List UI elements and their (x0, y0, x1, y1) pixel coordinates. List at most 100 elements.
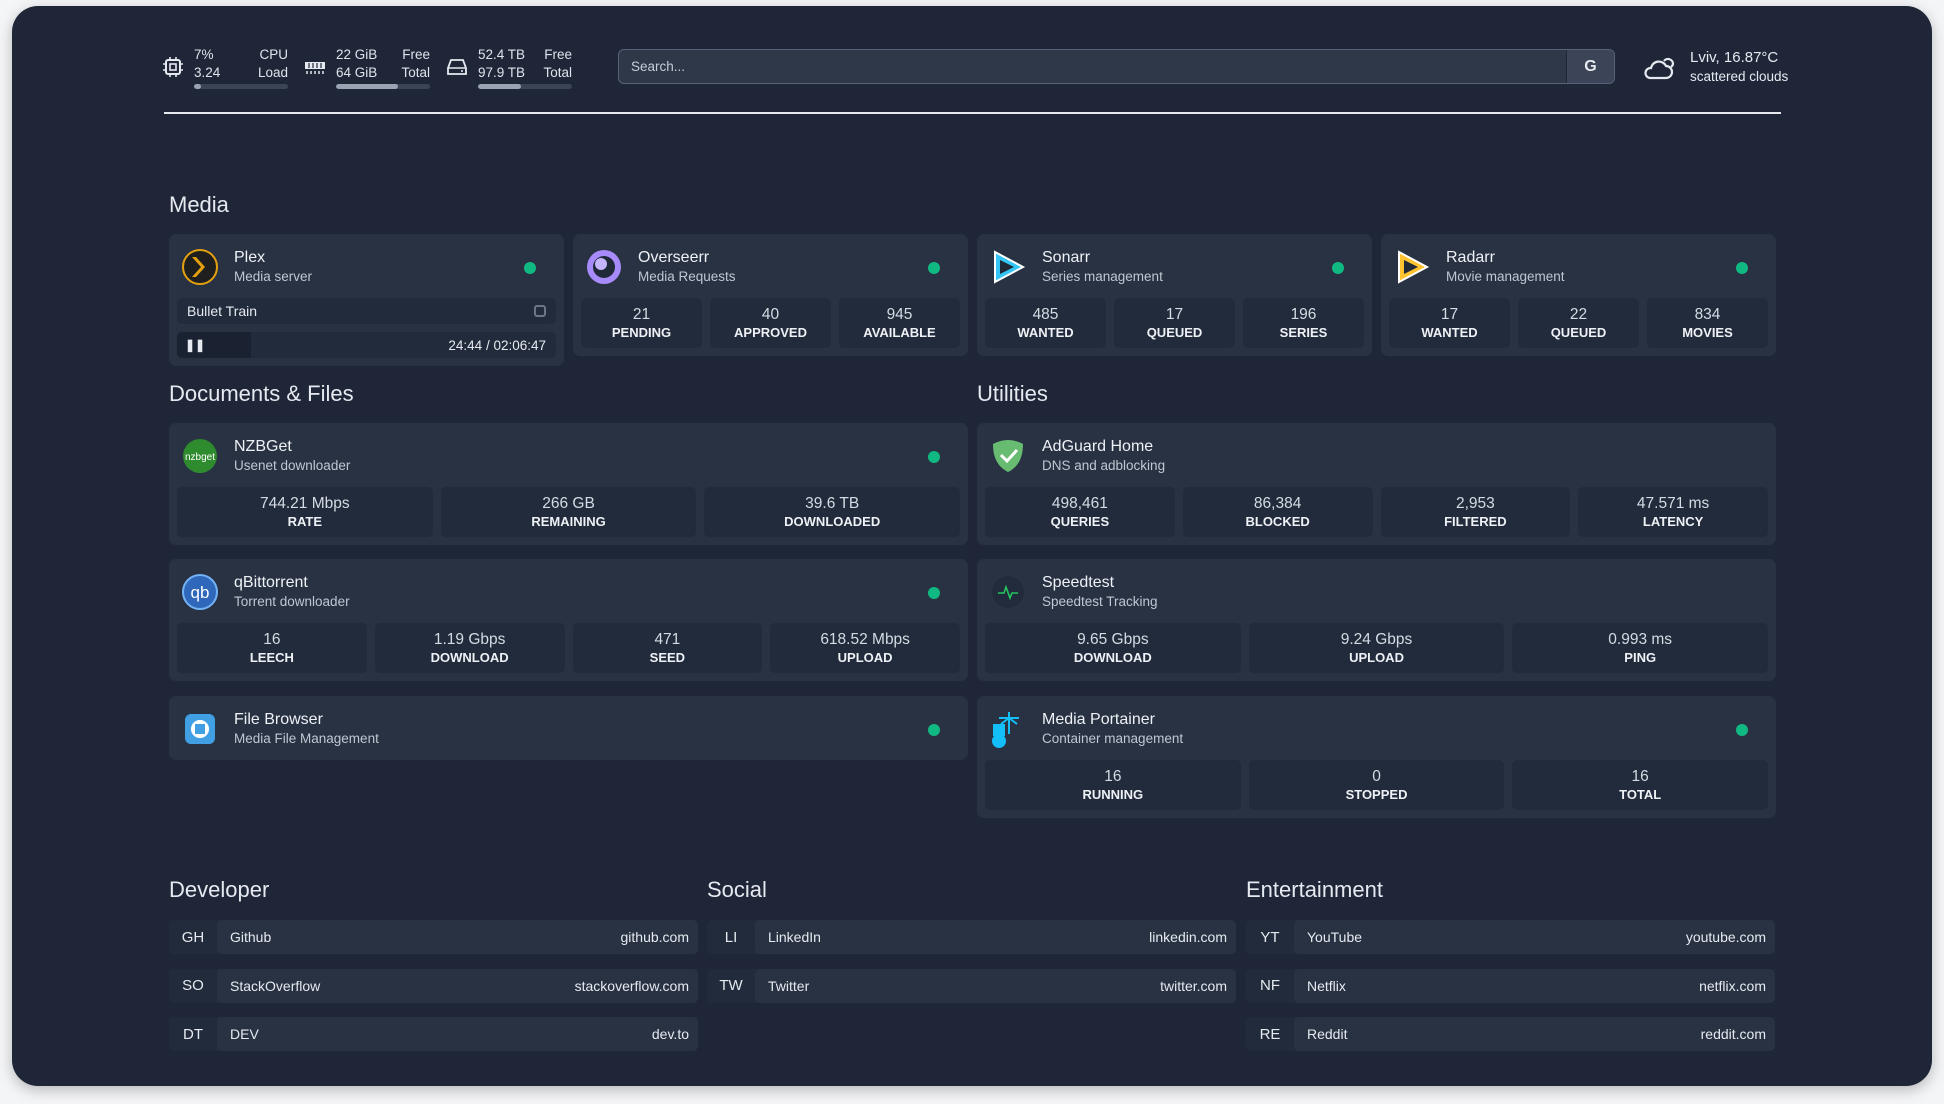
cpu-icon (163, 57, 183, 77)
section-title-developer: Developer (169, 877, 270, 902)
playback-progress[interactable]: ❚❚ 24:44 / 02:06:47 (177, 332, 556, 358)
stat-value: 17 (1440, 306, 1459, 323)
stat-label: UPLOAD (837, 650, 893, 665)
stat-label: WANTED (1421, 325, 1478, 340)
weather-widget[interactable]: Lviv, 16.87°C scattered clouds (1642, 48, 1788, 86)
stat-label: TOTAL (1619, 787, 1662, 802)
service-card-media-portainer[interactable]: Media Portainer Container management 16 RUN… (977, 696, 1776, 818)
stat-box: 9.24 Gbps UPLOAD (1248, 623, 1505, 673)
plex-icon (181, 248, 219, 286)
search-input[interactable] (619, 50, 1566, 83)
load-label: Load (257, 64, 288, 80)
disk-widget: 52.4 TB Free 97.9 TB Total (446, 44, 572, 90)
stat-value: 16 (1104, 768, 1122, 785)
section-title-entertainment: Entertainment (1246, 877, 1383, 902)
service-description: Container management (1042, 731, 1184, 746)
bookmark-abbr: GH (181, 928, 205, 946)
stat-label: MOVIES (1682, 325, 1733, 340)
stat-box: 485 WANTED (985, 298, 1106, 348)
header-divider (164, 112, 1781, 114)
service-card-sonarr[interactable]: Sonarr Series management 485 WANTED 17 QUEUED… (977, 234, 1372, 356)
stat-value: 834 (1694, 306, 1721, 323)
search-bar: G (618, 49, 1615, 84)
service-card-overseerr[interactable]: Overseerr Media Requests 21 PENDING 40 APPROV… (573, 234, 968, 356)
status-indicator (928, 724, 940, 736)
stat-box: 22 QUEUED (1518, 298, 1639, 348)
stat-value: 744.21 Mbps (260, 495, 350, 512)
bookmark-name: YouTube (1307, 929, 1363, 945)
service-name: Overseerr (638, 249, 710, 266)
service-card-qbittorrent[interactable]: qb qBittorrent Torrent downloader 16 LEECH 1.… (169, 559, 968, 681)
settings-icon[interactable] (534, 305, 546, 317)
bookmark-abbr: NF (1260, 977, 1280, 994)
service-card-file-browser[interactable]: File Browser Media File Management (169, 696, 968, 760)
bookmark-github[interactable]: GH Github github.com (169, 920, 698, 954)
bookmark-abbr: DT (183, 1025, 203, 1043)
sonarr-icon (989, 248, 1027, 286)
stat-value: 945 (886, 306, 913, 323)
stat-box: 945 AVAILABLE (839, 298, 960, 348)
portainer-icon (989, 710, 1027, 748)
bookmark-youtube[interactable]: YT YouTube youtube.com (1246, 920, 1775, 954)
stat-box: 17 WANTED (1389, 298, 1510, 348)
bookmark-twitter[interactable]: TW Twitter twitter.com (707, 968, 1236, 1003)
stat-value: 2,953 (1455, 495, 1495, 512)
developer-bookmarks: GH Github github.com SO StackOverflow stackov… (169, 920, 698, 1066)
radarr-icon (1393, 248, 1431, 286)
stat-value: 40 (761, 306, 780, 323)
service-description: Media Requests (638, 269, 736, 284)
stat-label: RATE (287, 514, 323, 529)
stat-label: AVAILABLE (863, 325, 936, 340)
status-indicator (928, 262, 940, 274)
bookmark-abbr: LI (724, 928, 738, 946)
bookmark-url: netflix.com (1699, 977, 1766, 994)
disk-free: 52.4 TB (478, 46, 526, 62)
service-name: Radarr (1446, 249, 1495, 266)
stat-box: 21 PENDING (581, 298, 702, 348)
service-card-adguard-home[interactable]: AdGuard Home DNS and adblocking 498,461 QUE… (977, 423, 1776, 545)
stat-box: 16 LEECH (177, 623, 367, 673)
service-card-radarr[interactable]: Radarr Movie management 17 WANTED 22 QUEUED 83… (1381, 234, 1776, 356)
stat-label: DOWNLOAD (1073, 650, 1152, 665)
stat-box: 17 QUEUED (1114, 298, 1235, 348)
bookmark-reddit[interactable]: RE Reddit reddit.com (1246, 1017, 1775, 1051)
section-title-docs: Documents & Files (169, 381, 354, 406)
cpu-widget: 7% CPU 3.24 Load (162, 44, 288, 90)
stat-value: 1.19 Gbps (433, 631, 506, 648)
service-card-plex[interactable]: Plex Media server Bullet Train ❚❚ 24:44 / 02… (169, 234, 564, 366)
bookmark-url: dev.to (651, 1026, 689, 1042)
stat-box: 16 RUNNING (985, 760, 1241, 810)
bookmark-name: Github (230, 929, 272, 945)
service-card-nzbget[interactable]: nzbget NZBGet Usenet downloader 744.21 Mbps… (169, 423, 968, 545)
bookmark-name: Reddit (1307, 1026, 1348, 1042)
section-title-utilities: Utilities (977, 381, 1048, 406)
overseerr-icon (585, 248, 623, 286)
stat-box: 266 GB REMAINING (440, 487, 697, 537)
search-engine-button[interactable]: G (1566, 50, 1614, 83)
stat-label: QUEUED (1550, 325, 1607, 340)
service-description: Torrent downloader (234, 594, 350, 609)
stat-box: 47.571 ms LATENCY (1578, 487, 1768, 537)
pause-icon[interactable]: ❚❚ (185, 338, 206, 352)
stat-label: BLOCKED (1245, 514, 1310, 529)
bookmark-linkedin[interactable]: LI LinkedIn linkedin.com (707, 920, 1236, 954)
stat-value: 485 (1032, 306, 1059, 323)
stat-box: 834 MOVIES (1647, 298, 1768, 348)
disk-bar (478, 83, 572, 89)
stat-value: 16 (263, 631, 281, 648)
ram-bar (336, 83, 430, 89)
now-playing-title: Bullet Train (187, 303, 258, 319)
bookmark-dev[interactable]: DT DEV dev.to (169, 1017, 698, 1051)
service-name: NZBGet (234, 438, 292, 455)
stat-box: 1.19 Gbps DOWNLOAD (374, 623, 565, 673)
bookmark-name: Twitter (768, 977, 810, 994)
ram-free-label: Free (402, 46, 430, 62)
service-description: Usenet downloader (234, 458, 351, 473)
bookmark-stackoverflow[interactable]: SO StackOverflow stackoverflow.com (169, 968, 698, 1003)
service-description: Movie management (1446, 269, 1565, 284)
bookmark-abbr: SO (182, 977, 204, 994)
cloud-sun-icon (1644, 57, 1675, 80)
bookmark-netflix[interactable]: NF Netflix netflix.com (1246, 968, 1775, 1003)
service-description: Series management (1042, 269, 1163, 284)
service-card-speedtest[interactable]: Speedtest Speedtest Tracking 9.65 Gbps DOWN… (977, 559, 1776, 681)
